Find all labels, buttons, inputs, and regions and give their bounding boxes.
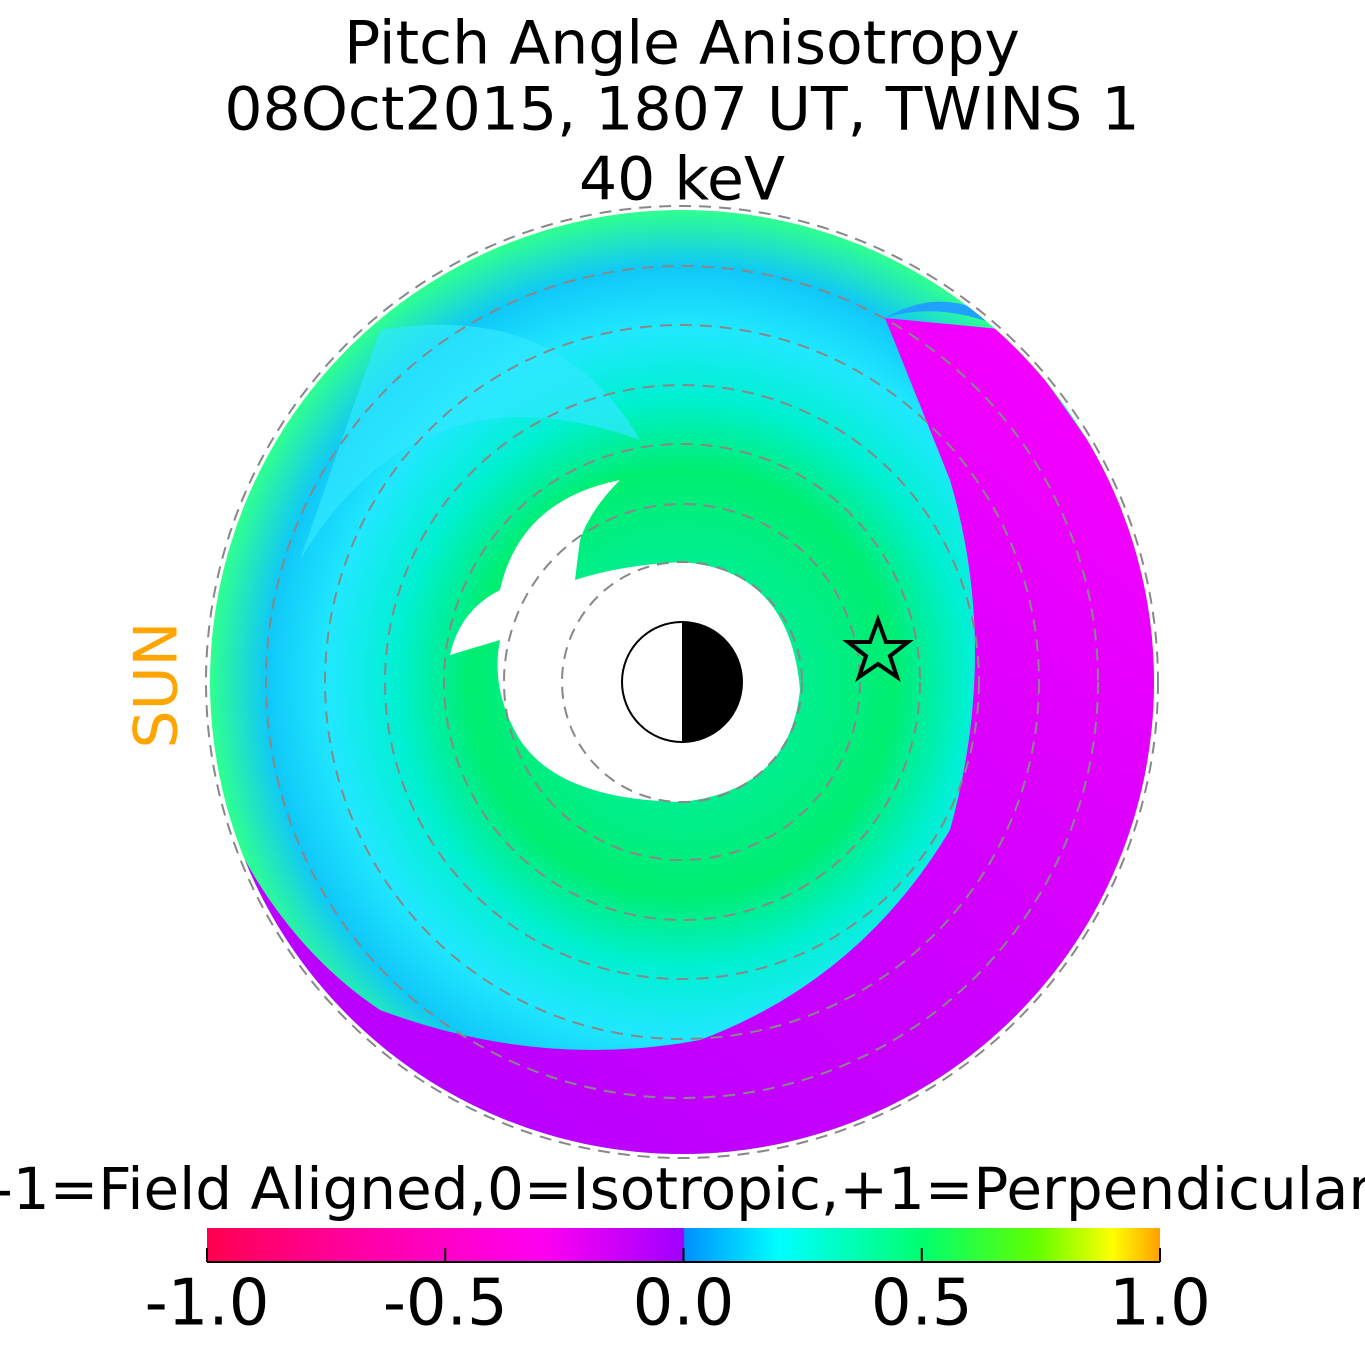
title-line: 40 keV bbox=[579, 145, 785, 215]
colorbar-label: -1=Field Aligned,0=Isotropic,+1=Perpendi… bbox=[0, 1155, 1365, 1223]
satellite-star bbox=[842, 614, 914, 683]
map-region bbox=[300, 324, 640, 560]
title: Pitch Angle Anisotropy 08Oct2015, 1807 U… bbox=[224, 9, 1139, 215]
colorbar-tick-label: -1.0 bbox=[145, 1267, 270, 1341]
l-shell-circles bbox=[205, 205, 1159, 1159]
map-region bbox=[885, 301, 1010, 330]
title-line: 08Oct2015, 1807 UT, TWINS 1 bbox=[224, 75, 1139, 145]
map bbox=[210, 210, 1154, 1154]
title-line: Pitch Angle Anisotropy bbox=[344, 9, 1020, 79]
colorbar-tick-label: 1.0 bbox=[1109, 1267, 1211, 1341]
sun-label: SUN bbox=[122, 622, 192, 749]
colorbar-ticks: -1.0 -0.5 0.0 0.5 1.0 bbox=[145, 1248, 1211, 1341]
earth bbox=[621, 621, 743, 743]
colorbar-tick-label: -0.5 bbox=[383, 1267, 508, 1341]
colorbar-tick-label: 0.5 bbox=[871, 1267, 973, 1341]
colorbar-tick-label: 0.0 bbox=[633, 1267, 735, 1341]
map-region bbox=[210, 318, 1154, 1154]
